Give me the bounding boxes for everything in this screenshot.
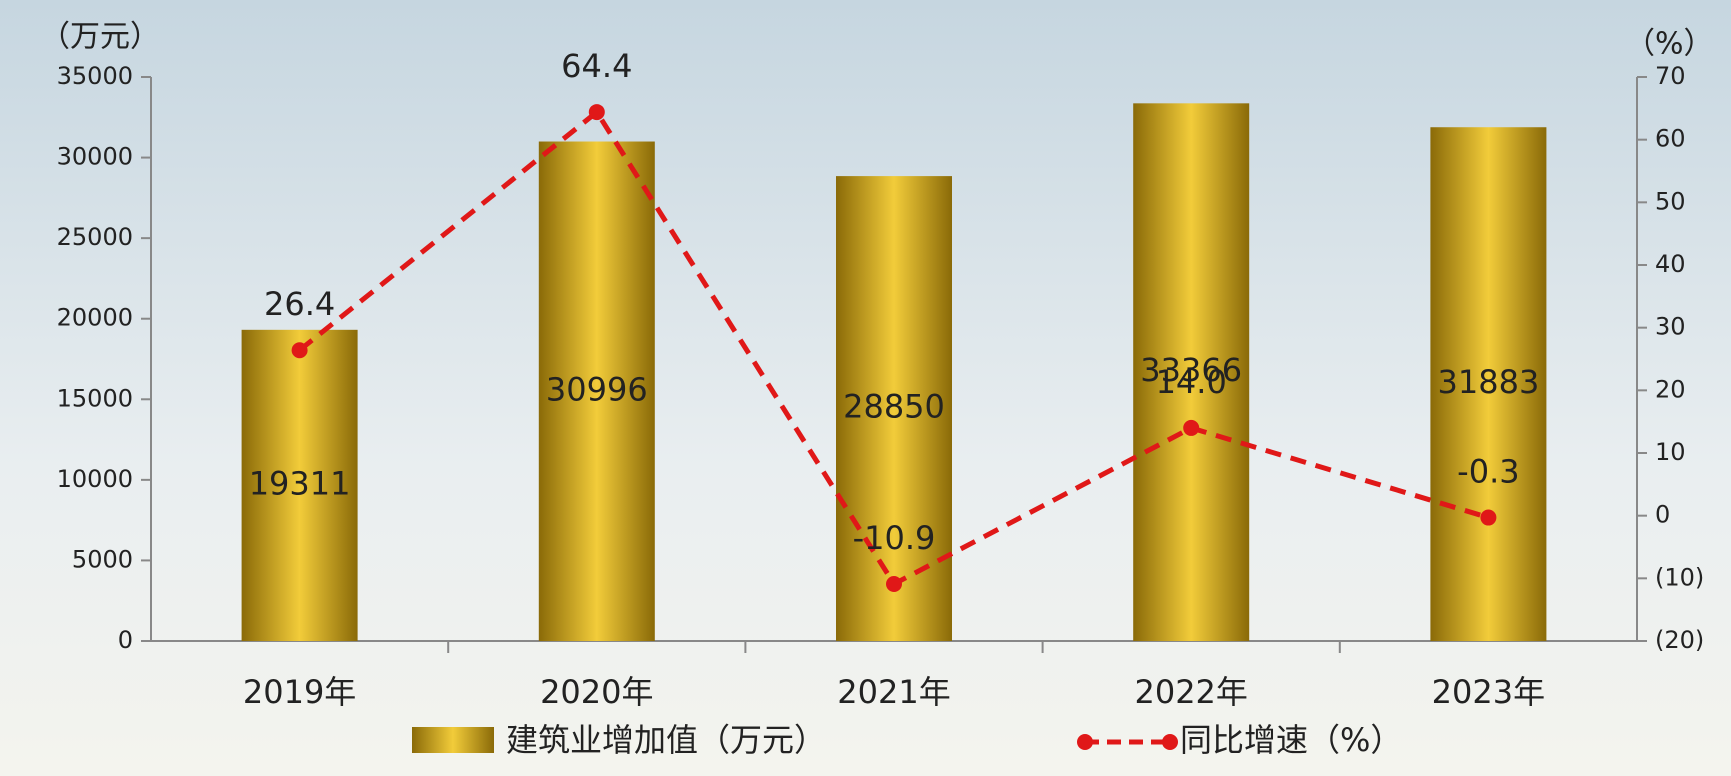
legend-marker	[1077, 734, 1093, 750]
y2-tick-label: 40	[1655, 250, 1686, 278]
y-tick-label: 30000	[57, 143, 133, 171]
bar-value-label: 19311	[249, 464, 351, 502]
bar	[241, 329, 358, 641]
y-tick-label: 10000	[57, 465, 133, 493]
legend-marker	[1162, 734, 1178, 750]
y2-tick-label: 60	[1655, 125, 1686, 153]
y-tick-label: 20000	[57, 304, 133, 332]
y-tick-label: 15000	[57, 384, 133, 412]
line-point	[886, 575, 902, 592]
legend-label: 同比增速（%）	[1180, 721, 1402, 759]
y2-tick-label: 50	[1655, 187, 1686, 215]
x-tick-label: 2019年	[243, 673, 356, 711]
y2-tick-label: 30	[1655, 313, 1686, 341]
bar-value-label: 31883	[1438, 363, 1540, 401]
y2-axis-label: （%）	[1625, 27, 1714, 62]
line-point	[1480, 509, 1497, 526]
y-tick-label: 35000	[57, 62, 133, 90]
legend-swatch	[412, 727, 494, 753]
y2-tick-label: 70	[1655, 62, 1686, 90]
y-tick-label: 25000	[57, 223, 133, 251]
legend-label: 建筑业增加值（万元）	[506, 721, 826, 759]
line-value-label: 14.0	[1156, 363, 1227, 401]
bar-value-label: 30996	[546, 370, 648, 408]
y2-tick-label: 10	[1655, 438, 1686, 466]
line-point	[291, 342, 308, 359]
bar-value-label: 28850	[843, 388, 945, 426]
line-value-label: 26.4	[264, 285, 335, 323]
y-tick-label: 5000	[72, 545, 133, 573]
line-value-label: -10.9	[853, 519, 936, 557]
x-tick-label: 2023年	[1432, 673, 1545, 711]
y2-tick-label: 20	[1655, 375, 1686, 403]
bar	[1133, 103, 1250, 641]
y-axis-label: （万元）	[40, 20, 160, 55]
bar-value-label: 33366	[1140, 351, 1242, 389]
y2-tick-label: 0	[1655, 501, 1670, 529]
line-point	[1183, 419, 1200, 436]
line-value-label: -0.3	[1457, 453, 1519, 491]
bar	[836, 176, 952, 642]
x-tick-label: 2022年	[1134, 673, 1247, 711]
y2-tick-label: (20)	[1655, 626, 1704, 654]
x-tick-label: 2020年	[540, 673, 653, 711]
line-point	[588, 104, 605, 121]
line-value-label: 64.4	[561, 47, 632, 85]
y-tick-label: 0	[118, 626, 133, 654]
bar	[1430, 127, 1547, 642]
x-tick-label: 2021年	[837, 673, 950, 711]
y2-tick-label: (10)	[1655, 563, 1704, 591]
bar	[538, 141, 655, 641]
